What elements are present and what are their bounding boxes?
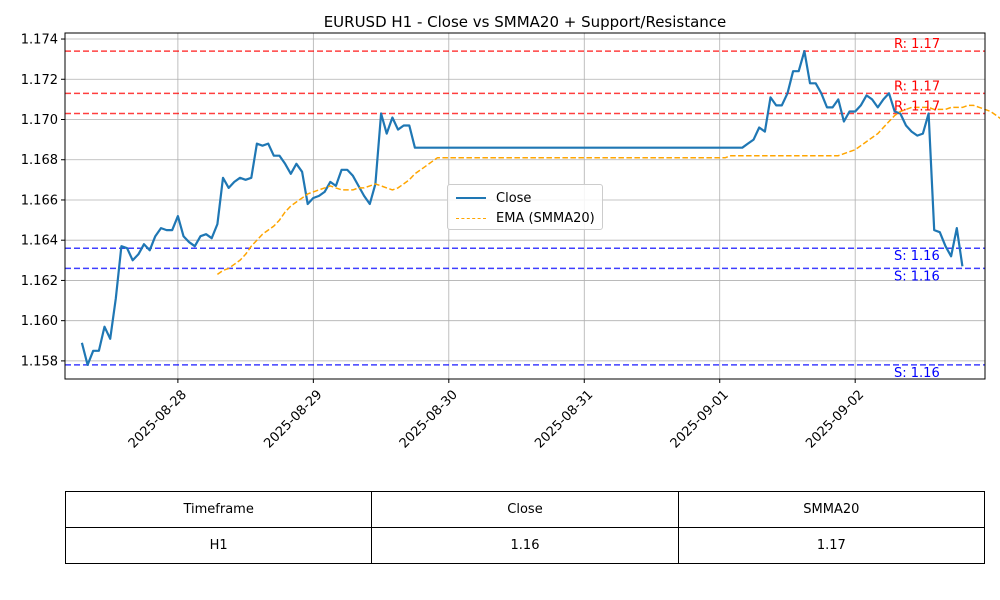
x-tick-label: 2025-09-01 — [668, 387, 732, 451]
chart: EURUSD H1 - Close vs SMMA20 + Support/Re… — [21, 13, 1000, 451]
support-label: S: 1.16 — [894, 366, 940, 381]
y-tick-label: 1.174 — [21, 33, 58, 48]
legend-label-close: Close — [496, 190, 532, 206]
table-cell-smma20: 1.17 — [677, 527, 986, 564]
x-tick-label: 2025-08-28 — [126, 387, 190, 451]
y-tick-label: 1.158 — [21, 354, 58, 369]
table-header-row: Timeframe Close SMMA20 — [64, 491, 986, 528]
table-header-cell: Timeframe — [64, 491, 373, 528]
x-tick-label: 2025-08-31 — [532, 387, 596, 451]
support-resistance-labels: R: 1.17 R: 1.17 R: 1.17 S: 1.16 S: 1.16 S: 1.… — [894, 37, 940, 381]
table-row: H1 1.16 1.17 — [64, 527, 986, 564]
summary-table: Timeframe Close SMMA20 H1 1.16 1.17 — [64, 491, 986, 564]
plot-frame — [64, 32, 986, 380]
series-lines — [80, 49, 1000, 366]
table-header-cell: SMMA20 — [677, 491, 986, 528]
x-tick-label: 2025-09-02 — [803, 387, 867, 451]
y-tick-label: 1.168 — [21, 153, 58, 168]
x-tick-label: 2025-08-30 — [397, 387, 461, 451]
y-tick-label: 1.166 — [21, 193, 58, 208]
resistance-label: R: 1.17 — [894, 37, 940, 52]
table-header-cell: Close — [371, 491, 679, 528]
legend-item-ema: EMA (SMMA20) — [456, 209, 595, 227]
legend-swatch-close — [456, 197, 486, 199]
close-series-line — [80, 49, 964, 366]
x-tick-label: 2025-08-29 — [261, 387, 325, 451]
legend: Close EMA (SMMA20) — [447, 184, 603, 230]
resistance-label: R: 1.17 — [894, 79, 940, 94]
table-cell-timeframe: H1 — [64, 527, 373, 564]
y-tick-label: 1.170 — [21, 113, 58, 128]
y-tick-label: 1.160 — [21, 314, 58, 329]
y-tick-label: 1.172 — [21, 73, 58, 88]
chart-title: EURUSD H1 - Close vs SMMA20 + Support/Re… — [324, 13, 727, 31]
support-label: S: 1.16 — [894, 269, 940, 284]
legend-swatch-ema — [456, 217, 486, 219]
grid — [65, 33, 985, 379]
legend-label-ema: EMA (SMMA20) — [496, 210, 595, 226]
smma20-series-line — [216, 104, 1000, 276]
legend-item-close: Close — [456, 189, 531, 207]
resistance-label: R: 1.17 — [894, 99, 940, 114]
y-tick-label: 1.162 — [21, 274, 58, 289]
y-tick-label: 1.164 — [21, 234, 58, 249]
support-label: S: 1.16 — [894, 249, 940, 264]
table-cell-close: 1.16 — [371, 527, 679, 564]
support-resistance-lines — [65, 50, 985, 366]
